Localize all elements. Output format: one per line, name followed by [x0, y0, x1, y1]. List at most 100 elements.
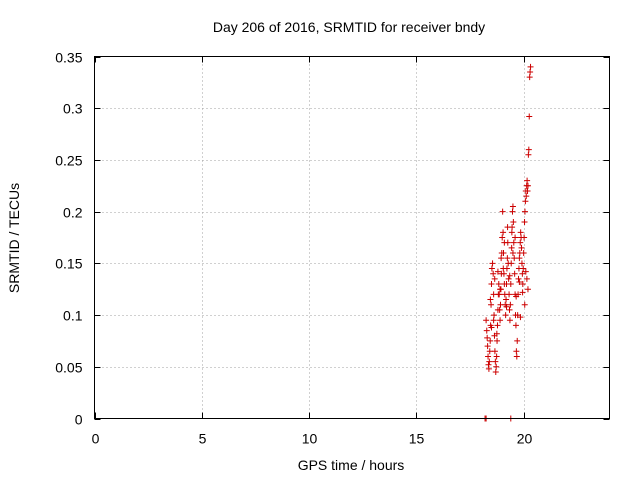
data-point [497, 286, 504, 293]
data-point [522, 198, 529, 205]
data-point [492, 368, 499, 375]
data-point [521, 208, 528, 215]
axis-ticks [94, 56, 610, 420]
data-point [509, 203, 516, 210]
data-point [512, 234, 519, 241]
data-point [516, 255, 523, 262]
data-point [486, 358, 493, 365]
data-point [487, 337, 494, 344]
y-tick-labels: 0 0.05 0.1 0.15 0.2 0.25 0.3 0.35 [55, 50, 82, 428]
y-tick-label: 0 [75, 412, 83, 428]
data-point [519, 289, 526, 296]
data-point [496, 291, 503, 298]
data-point [498, 255, 505, 262]
data-point [488, 301, 495, 308]
data-point [489, 260, 496, 267]
data-point [527, 63, 534, 70]
y-tick-label: 0.1 [63, 308, 83, 324]
data-point [507, 281, 514, 288]
data-point [491, 275, 498, 282]
data-point [499, 234, 506, 241]
data-point [488, 265, 495, 272]
data-point [508, 244, 515, 251]
y-tick-label: 0.3 [63, 101, 83, 117]
data-point [500, 265, 507, 272]
data-point [483, 317, 490, 324]
data-point [527, 69, 534, 76]
data-point [494, 337, 501, 344]
data-point [497, 317, 504, 324]
data-point [493, 330, 500, 337]
y-tick-label: 0.15 [55, 256, 82, 272]
data-point [488, 324, 495, 331]
data-point [493, 353, 500, 360]
data-point [515, 275, 522, 282]
data-point [491, 312, 498, 319]
data-point [494, 322, 501, 329]
data-point [500, 270, 507, 277]
data-point [518, 260, 525, 267]
data-point [510, 218, 517, 225]
data-point [504, 255, 511, 262]
data-point [520, 250, 527, 257]
data-point [526, 113, 533, 120]
data-point [505, 275, 512, 282]
data-point [487, 296, 494, 303]
data-point [483, 327, 490, 334]
x-tick-label: 0 [92, 431, 100, 447]
data-point [485, 353, 492, 360]
data-point [484, 334, 491, 341]
data-point [524, 177, 531, 184]
data-point [492, 358, 499, 365]
data-point [491, 348, 498, 355]
data-point [500, 229, 507, 236]
data-point [513, 293, 520, 300]
data-point [508, 229, 515, 236]
data-point [506, 317, 513, 324]
data-point [524, 187, 531, 194]
data-point [486, 348, 493, 355]
data-point [500, 250, 507, 257]
data-point [523, 275, 530, 282]
y-tick-label: 0.25 [55, 153, 82, 169]
data-point [514, 337, 521, 344]
data-point [511, 255, 518, 262]
x-tick-label: 15 [409, 431, 425, 447]
data-point [499, 208, 506, 215]
data-point [519, 270, 526, 277]
data-point [506, 306, 513, 313]
y-tick-label: 0.2 [63, 205, 83, 221]
data-point [493, 363, 500, 370]
data-point [490, 270, 497, 277]
data-point [506, 291, 513, 298]
data-point [485, 365, 492, 372]
data-point [509, 250, 516, 257]
data-point [502, 312, 509, 319]
data-point [506, 272, 513, 279]
data-point [516, 278, 523, 285]
data-point [517, 229, 524, 236]
data-point [501, 239, 508, 246]
data-point [526, 74, 533, 81]
data-point [503, 303, 510, 310]
data-point [517, 314, 524, 321]
grid-lines [94, 56, 610, 419]
chart-title: Day 206 of 2016, SRMTID for receiver bnd… [213, 19, 485, 35]
data-point [495, 281, 502, 288]
data-point [508, 260, 515, 267]
data-point [517, 239, 524, 246]
data-point [512, 322, 519, 329]
data-point [511, 270, 518, 277]
data-points [482, 63, 534, 422]
y-tick-label: 0.35 [55, 50, 82, 66]
x-axis-title: GPS time / hours [298, 457, 405, 473]
data-point [490, 317, 497, 324]
data-point [522, 268, 529, 275]
data-point [504, 224, 511, 231]
data-point [521, 301, 528, 308]
x-tick-label: 10 [302, 431, 318, 447]
data-point [525, 146, 532, 153]
data-point [496, 306, 503, 313]
plot-frame [94, 56, 610, 419]
